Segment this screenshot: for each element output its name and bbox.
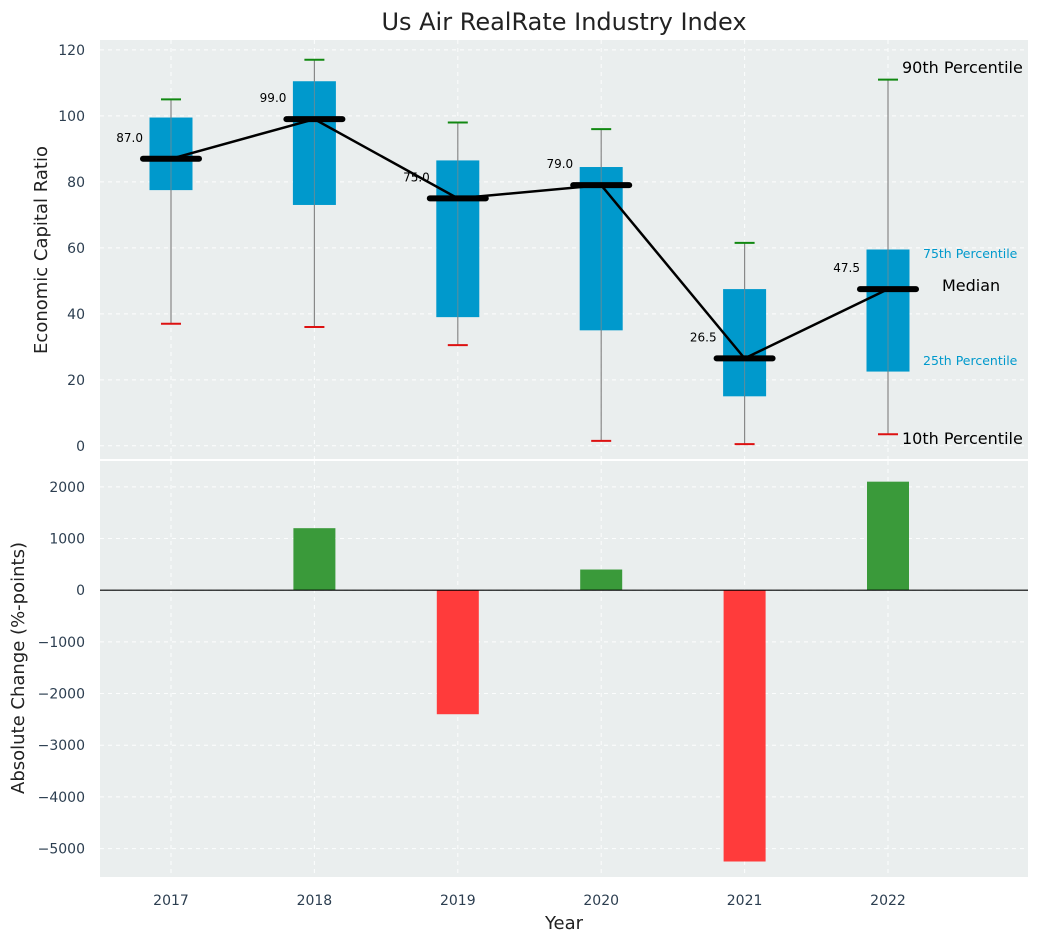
bottom-y-tick-label: 1000 <box>49 532 85 548</box>
x-tick-label: 2017 <box>153 893 189 909</box>
bottom-y-tick-label: −5000 <box>38 842 85 858</box>
bottom-y-tick-label: −3000 <box>38 738 85 754</box>
median-value-label: 75.0 <box>403 170 430 184</box>
bottom-y-tick-label: −2000 <box>38 687 85 703</box>
legend-25th-percentile: 25th Percentile <box>923 353 1018 368</box>
x-tick-label: 2021 <box>727 893 763 909</box>
x-tick-label: 2019 <box>440 893 476 909</box>
x-tick-label: 2020 <box>583 893 619 909</box>
top-y-tick-label: 20 <box>67 373 85 389</box>
top-y-tick-label: 60 <box>67 241 85 257</box>
x-axis-label: Year <box>544 913 584 934</box>
chart-title: Us Air RealRate Industry Index <box>381 8 746 36</box>
bottom-y-tick-label: −4000 <box>38 790 85 806</box>
median-value-label: 47.5 <box>833 261 860 275</box>
x-tick-label: 2022 <box>870 893 906 909</box>
bottom-y-ticks: −5000 −4000 −3000 −2000 −1000 0 1000 2000 <box>38 480 85 858</box>
top-y-tick-label: 0 <box>76 439 85 455</box>
change-bar <box>867 481 909 591</box>
bottom-y-tick-label: 2000 <box>49 480 85 496</box>
box-plot-marks: 87.0 99.0 75.0 79.0 26.5 47.5 <box>116 58 919 446</box>
median-value-label: 99.0 <box>260 91 287 105</box>
change-bar <box>723 590 766 862</box>
percentile-legend: 90th Percentile 75th Percentile Median 2… <box>902 58 1023 448</box>
bottom-y-axis-label: Absolute Change (%-points) <box>8 542 29 794</box>
bottom-y-tick-label: 0 <box>76 583 85 599</box>
x-tick-label: 2018 <box>297 893 333 909</box>
bar-chart-marks <box>100 481 1028 862</box>
top-y-ticks: 0 20 40 60 80 100 120 <box>58 43 85 455</box>
top-y-tick-label: 80 <box>67 175 85 191</box>
legend-median: Median <box>942 276 1000 295</box>
median-value-label: 87.0 <box>116 131 143 145</box>
median-trend-line <box>170 117 889 360</box>
change-bar <box>436 590 479 715</box>
change-bar <box>293 528 336 591</box>
median-value-label: 26.5 <box>690 330 717 344</box>
top-y-tick-label: 40 <box>67 307 85 323</box>
top-y-axis-label: Economic Capital Ratio <box>31 146 52 354</box>
median-value-label: 79.0 <box>546 157 573 171</box>
x-ticks: 2017 2018 2019 2020 2021 2022 <box>153 893 906 909</box>
top-y-tick-label: 120 <box>58 43 85 59</box>
legend-75th-percentile: 75th Percentile <box>923 246 1018 261</box>
legend-90th-percentile: 90th Percentile <box>902 58 1023 77</box>
bottom-y-tick-label: −1000 <box>38 635 85 651</box>
change-bar <box>580 569 623 591</box>
legend-10th-percentile: 10th Percentile <box>902 429 1023 448</box>
top-y-tick-label: 100 <box>58 109 85 125</box>
